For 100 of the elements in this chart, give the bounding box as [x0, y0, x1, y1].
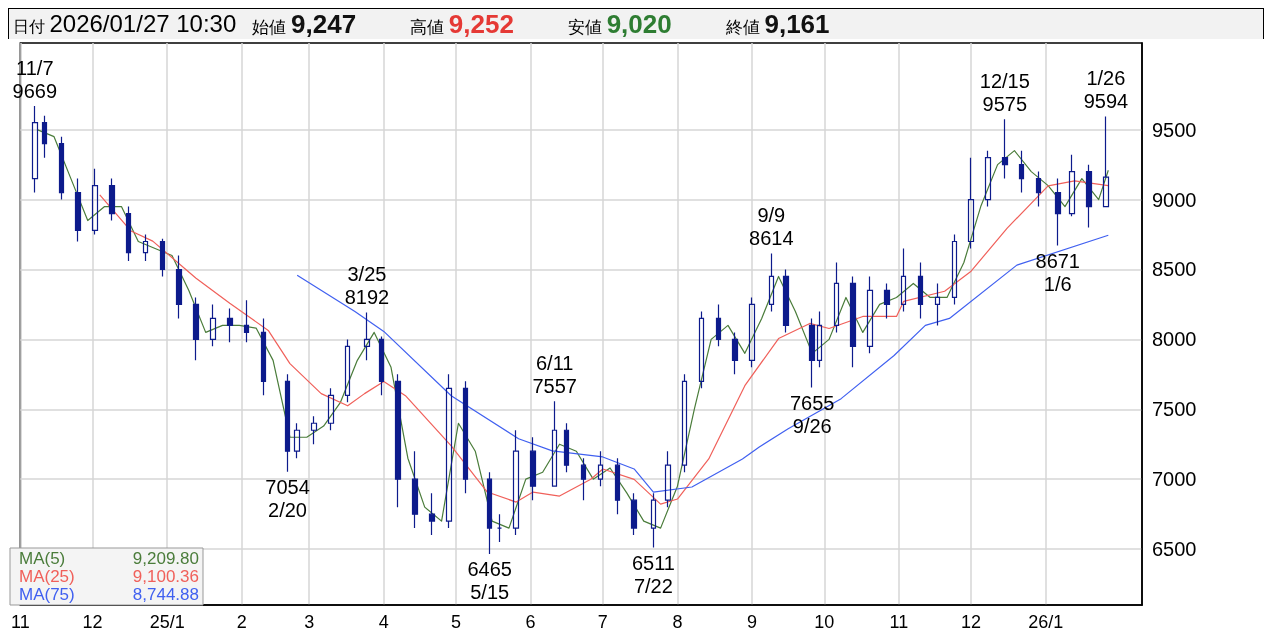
candlestick — [260, 317, 267, 396]
x-tick-label: 3 — [304, 612, 315, 632]
candlestick — [428, 492, 436, 536]
annotation: 6/11 7557 — [532, 351, 577, 397]
annotation: 7655 9/26 — [789, 392, 835, 438]
candlestick — [142, 233, 149, 262]
x-tick-label: 6 — [525, 612, 536, 632]
text: MA(25) — [19, 567, 75, 586]
candlestick — [512, 429, 520, 536]
x-tick-label: 5 — [451, 612, 462, 632]
candlestick — [1085, 164, 1093, 229]
candlestick — [808, 317, 816, 389]
candlestick — [58, 136, 65, 201]
candlestick — [597, 450, 604, 487]
candlestick — [1054, 178, 1062, 247]
y-tick-label: 9000 — [1152, 188, 1197, 211]
candlestick — [209, 303, 217, 347]
y-tick-label: 9500 — [1152, 118, 1197, 141]
candlestick — [551, 400, 558, 487]
candlestick — [192, 296, 200, 361]
candlestick — [816, 310, 823, 368]
candlestick — [900, 247, 907, 313]
annotation: 1/26 9594 — [1083, 67, 1129, 113]
text: 始値 9,247 — [252, 8, 357, 39]
candlestick — [563, 422, 570, 473]
annotation: 9,100.36 — [132, 567, 199, 586]
candlestick — [917, 261, 924, 320]
candlestick — [486, 471, 493, 555]
candlestick — [748, 296, 756, 368]
candlestick — [731, 331, 739, 375]
candlestick — [91, 168, 99, 236]
candlestick — [849, 275, 857, 368]
x-tick-label: 10 — [814, 612, 835, 632]
candlestick — [1102, 115, 1110, 208]
y-tick-label: 7500 — [1152, 398, 1197, 421]
candlestick — [883, 282, 891, 320]
x-tick-label: 12 — [82, 612, 103, 632]
candlestick — [394, 373, 402, 508]
candlestick — [1018, 150, 1025, 194]
candlestick — [681, 373, 688, 473]
x-tick-label: 9 — [747, 612, 758, 632]
annotation: 8671 1/6 — [1035, 250, 1081, 296]
candlestick — [984, 150, 992, 208]
candlestick — [310, 415, 318, 445]
annotation: 11/7 9669 — [12, 56, 58, 102]
x-tick-label: 8 — [672, 612, 683, 632]
candlestick — [715, 303, 722, 347]
candlestick — [175, 254, 183, 320]
candlestick — [125, 205, 132, 262]
annotation: 7054 2/20 — [265, 476, 310, 522]
candlestick — [159, 238, 166, 278]
candlestick — [284, 373, 291, 473]
y-tick-label: 8500 — [1152, 258, 1197, 281]
text: 高値 9,252 — [410, 8, 514, 39]
candlestick — [650, 492, 657, 549]
candlestick — [614, 457, 621, 515]
x-tick-label: 25/1 — [149, 612, 185, 632]
x-tick-label: 2 — [236, 612, 247, 632]
chart-title: 日付 2026/01/27 10:30 — [13, 10, 237, 38]
candlestick — [529, 436, 537, 501]
candlestick — [630, 492, 638, 536]
candlestick — [833, 261, 840, 333]
candlestick — [698, 310, 705, 389]
candlestick — [344, 338, 351, 403]
candlestick — [31, 105, 39, 194]
x-tick-label: 11 — [889, 612, 909, 632]
candlestick — [934, 282, 941, 326]
candlestick — [1035, 171, 1042, 208]
candlestick — [378, 335, 385, 396]
y-tick-label: 6500 — [1152, 538, 1197, 561]
candlestick — [226, 308, 234, 343]
text: 終値 9,161 — [725, 8, 830, 39]
annotation: 12/15 9575 — [979, 69, 1030, 115]
annotation: 8,744.88 — [132, 585, 199, 604]
candlestick — [1001, 118, 1009, 180]
x-tick-label: 26/1 — [1028, 612, 1064, 632]
x-tick-label: 12 — [961, 612, 982, 632]
candlestick — [243, 299, 250, 343]
candlestick — [363, 311, 371, 361]
x-tick-label: 4 — [378, 612, 389, 632]
candlestick — [768, 252, 775, 313]
candlestick — [462, 380, 469, 494]
candlestick — [967, 157, 975, 250]
text: MA(5) — [19, 549, 66, 568]
candlestick — [41, 115, 48, 159]
annotation: 6511 7/22 — [631, 552, 675, 598]
x-tick-label: 7 — [597, 612, 608, 632]
candlestick — [445, 373, 453, 529]
candlestick — [664, 450, 672, 508]
annotation: 3/25 8192 — [344, 263, 390, 309]
candlestick — [1068, 154, 1076, 217]
annotation: 6465 5/15 — [467, 558, 512, 604]
candlestick — [327, 387, 335, 431]
candlestick — [293, 422, 301, 459]
candlestick — [951, 233, 958, 306]
candlestick — [580, 457, 587, 501]
annotation: 9,209.80 — [132, 549, 199, 568]
candlestick — [782, 268, 790, 333]
text: MA(75) — [19, 585, 75, 604]
candlestick — [866, 275, 874, 354]
